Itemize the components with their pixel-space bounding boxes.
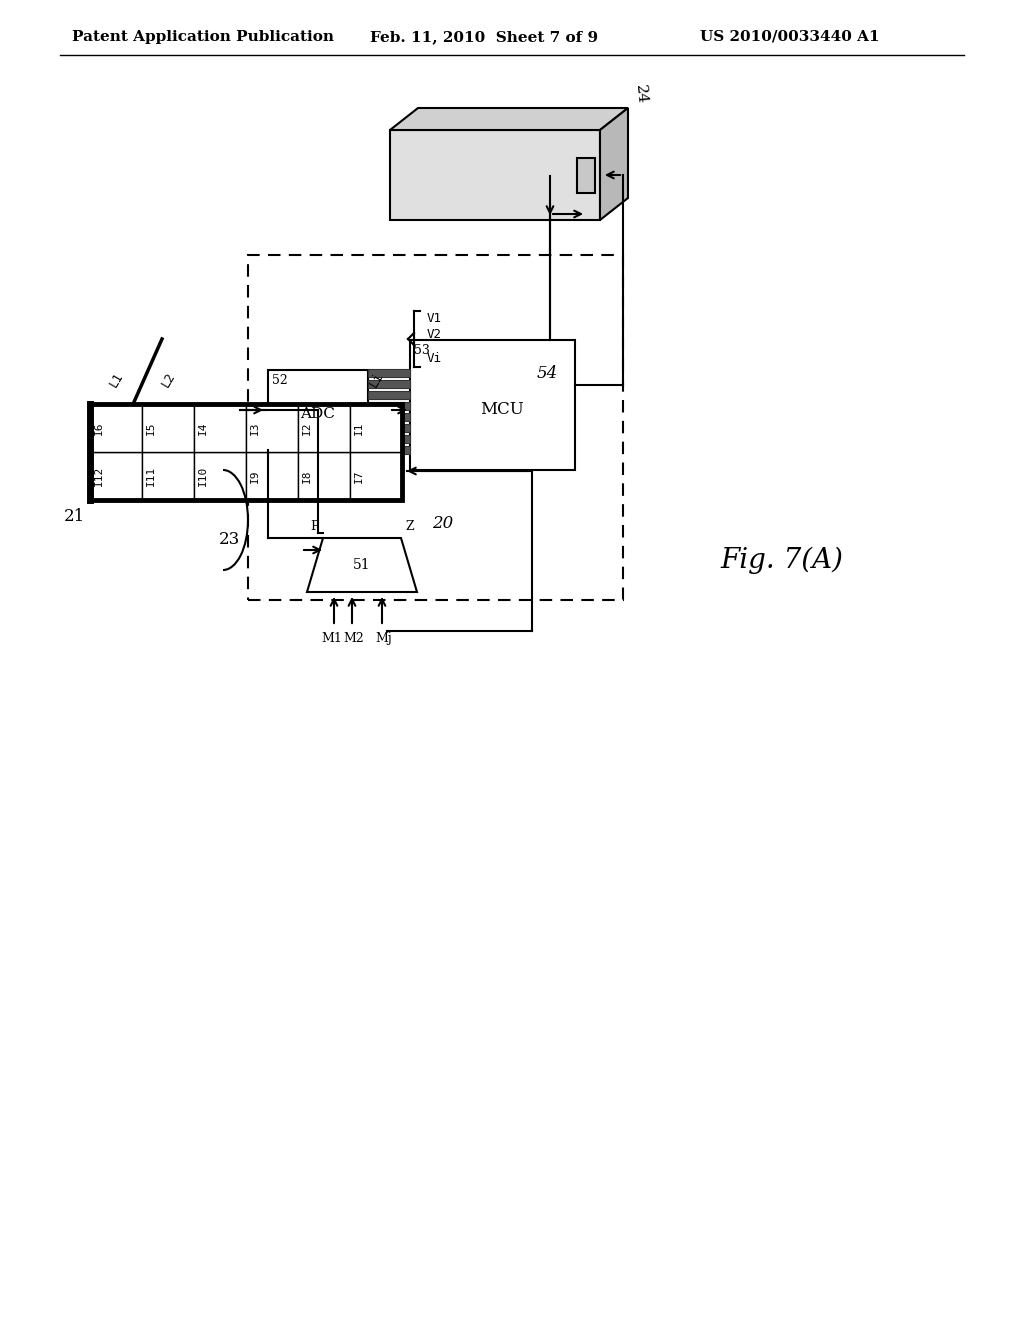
Text: US 2010/0033440 A1: US 2010/0033440 A1 [700, 30, 880, 44]
Text: Vi: Vi [427, 352, 442, 366]
Text: I2: I2 [302, 421, 312, 434]
Text: Z: Z [406, 520, 414, 533]
Text: V2: V2 [427, 327, 442, 341]
Text: I5: I5 [146, 421, 156, 434]
Bar [90, 404, 142, 451]
Text: I9: I9 [250, 469, 260, 483]
Bar [90, 404, 402, 500]
Text: I1: I1 [354, 421, 364, 434]
Bar [368, 413, 410, 421]
Bar [248, 255, 623, 601]
Text: 23: 23 [219, 532, 240, 549]
Text: 24: 24 [633, 84, 648, 106]
Bar [368, 403, 410, 411]
Bar [298, 404, 350, 451]
Bar [246, 451, 298, 500]
Text: ADC: ADC [301, 407, 336, 421]
Polygon shape [390, 108, 628, 129]
Bar [368, 380, 410, 388]
Bar [298, 451, 350, 500]
Bar [410, 341, 575, 470]
Bar [90, 451, 142, 500]
Bar [390, 129, 600, 220]
Bar [194, 451, 246, 500]
Bar [350, 404, 402, 451]
Text: I12: I12 [94, 466, 104, 486]
Bar [142, 404, 194, 451]
Text: 53: 53 [414, 345, 430, 356]
Text: P: P [310, 520, 319, 533]
Bar [268, 370, 368, 450]
Bar [142, 451, 194, 500]
Text: Patent Application Publication: Patent Application Publication [72, 30, 334, 44]
Bar [368, 446, 410, 454]
Bar [368, 436, 410, 444]
Text: Li: Li [367, 370, 385, 389]
Text: MCU: MCU [480, 400, 524, 417]
Text: L1: L1 [106, 370, 125, 389]
Bar [194, 404, 246, 451]
Bar [368, 370, 410, 378]
Text: I6: I6 [94, 421, 104, 434]
Text: L2: L2 [159, 370, 177, 389]
Polygon shape [307, 539, 417, 591]
Text: M1: M1 [322, 632, 342, 645]
Text: I4: I4 [198, 421, 208, 434]
Text: 21: 21 [63, 508, 85, 525]
Text: I10: I10 [198, 466, 208, 486]
Text: V1: V1 [427, 313, 442, 326]
Polygon shape [600, 108, 628, 220]
Bar [577, 158, 595, 193]
Bar [368, 391, 410, 399]
Text: Mj: Mj [376, 632, 392, 645]
Bar [350, 451, 402, 500]
Text: 51: 51 [353, 558, 371, 572]
Text: M2: M2 [344, 632, 365, 645]
Text: 20: 20 [432, 515, 454, 532]
Text: I7: I7 [354, 469, 364, 483]
Text: Feb. 11, 2010  Sheet 7 of 9: Feb. 11, 2010 Sheet 7 of 9 [370, 30, 598, 44]
Text: 52: 52 [272, 374, 288, 387]
Bar [368, 424, 410, 432]
Text: Fig. 7(A): Fig. 7(A) [720, 546, 843, 574]
Text: I11: I11 [146, 466, 156, 486]
Bar [246, 404, 298, 451]
Text: 54: 54 [537, 366, 558, 383]
Text: I8: I8 [302, 469, 312, 483]
Text: I3: I3 [250, 421, 260, 434]
